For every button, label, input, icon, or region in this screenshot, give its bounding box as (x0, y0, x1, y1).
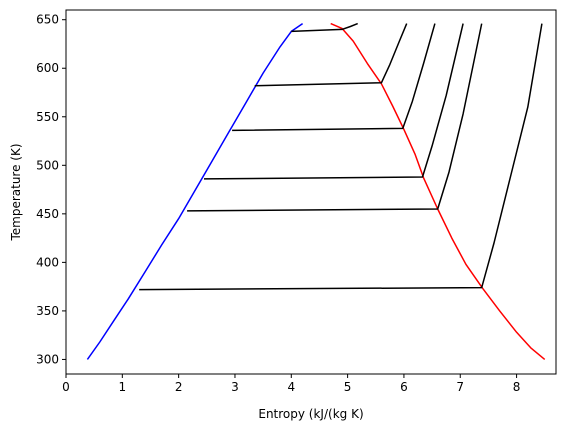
x-tick-label: 1 (119, 380, 127, 394)
y-tick-label: 600 (36, 61, 59, 75)
series-line-isobar-2 (254, 23, 408, 87)
plot-frame (65, 9, 557, 375)
y-tick-label: 350 (36, 304, 59, 318)
x-tick-label: 6 (400, 380, 408, 394)
x-tick-label: 7 (456, 380, 464, 394)
series-line-saturated-vapor (330, 22, 546, 360)
y-tick-label: 400 (36, 255, 59, 269)
series-line-isobar-4 (203, 23, 464, 180)
y-tick-label: 550 (36, 110, 59, 124)
ticks-layer: 0 1 2 3 4 5 6 7 8 300 350 400 450 500 550 600 650 (36, 13, 520, 394)
x-tick-label: 8 (513, 380, 521, 394)
x-tick-label: 4 (287, 380, 295, 394)
x-tick-label: 0 (62, 380, 70, 394)
y-tick-label: 300 (36, 352, 59, 366)
y-tick-label: 500 (36, 158, 59, 172)
x-tick-label: 3 (231, 380, 239, 394)
series-line-isobar-5 (187, 23, 483, 212)
y-tick-label: 650 (36, 13, 59, 27)
y-axis-label: Temperature (K) (9, 143, 23, 241)
series-layer (86, 22, 546, 360)
x-axis-label: Entropy (kJ/(kg K) (258, 407, 363, 421)
series-line-isobar-6 (139, 23, 543, 291)
series-line-isobar-3 (232, 23, 436, 132)
x-tick-label: 2 (175, 380, 183, 394)
series-line-isobar-1 (291, 22, 358, 33)
series-line-saturated-liquid (86, 22, 304, 360)
x-tick-label: 5 (344, 380, 352, 394)
y-tick-label: 450 (36, 207, 59, 221)
